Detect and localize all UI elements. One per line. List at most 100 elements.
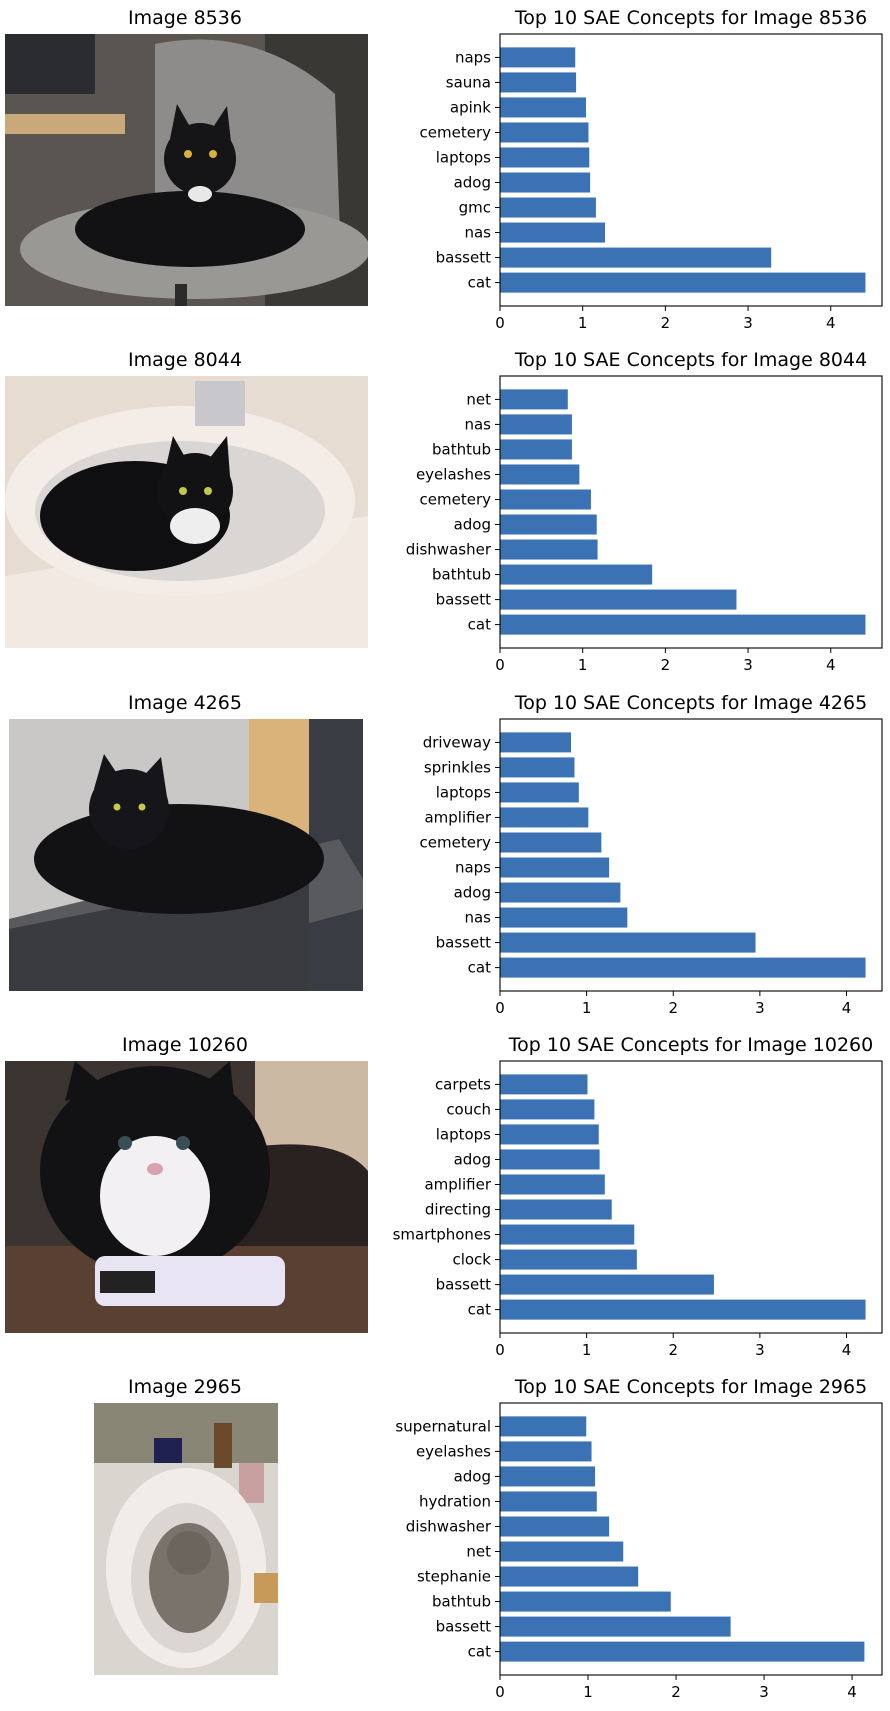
x-tick-label: 2 (668, 1341, 678, 1359)
axes-frame (499, 718, 883, 992)
bar (500, 589, 737, 610)
chart-title: Top 10 SAE Concepts for Image 4265 (514, 692, 868, 714)
x-tick-label: 0 (495, 314, 505, 332)
x-tick-label: 4 (842, 1341, 852, 1359)
x-tick-label: 3 (755, 999, 765, 1017)
y-tick-label: eyelashes (416, 465, 491, 483)
bar (500, 272, 866, 293)
bar (500, 72, 577, 93)
bar (500, 1274, 714, 1295)
panel-row: Image 10260 Top 10 SAE Concepts for Image… (0, 1027, 890, 1369)
y-tick-label: driveway (423, 733, 491, 751)
bar (500, 197, 596, 218)
x-tick-label: 1 (578, 656, 588, 674)
y-tick-label: amplifier (424, 808, 491, 826)
y-tick-label: bathtub (432, 440, 491, 458)
x-tick-label: 4 (842, 999, 852, 1017)
y-tick-label: adog (454, 174, 491, 192)
y-tick-label: cemetery (420, 123, 492, 141)
image-title: Image 8536 (128, 7, 242, 29)
x-tick-label: 2 (661, 314, 671, 332)
bar (500, 907, 628, 928)
x-tick-label: 0 (495, 1683, 505, 1701)
chart-title: Top 10 SAE Concepts for Image 2965 (514, 1376, 868, 1398)
y-tick-label: bathtub (432, 566, 491, 584)
panel-row: Image 8536 Top 10 SAE Concepts for Image … (0, 0, 890, 342)
y-tick-label: cat (468, 959, 491, 977)
bar-chart: cat bassett bathtub stephanie net dishwasher h… (395, 1402, 883, 1701)
y-tick-label: laptops (436, 783, 491, 801)
y-tick-label: apink (450, 98, 491, 116)
y-tick-label: bathtub (432, 1593, 491, 1611)
bar-chart: cat bassett clock smartphones directing ampli… (393, 1060, 883, 1359)
y-tick-label: nas (464, 224, 491, 242)
panel-row: Image 2965 Top 10 SAE Concepts for Image … (0, 1369, 890, 1711)
y-tick-label: bassett (436, 1618, 491, 1636)
x-tick-label: 1 (583, 1683, 593, 1701)
y-tick-label: amplifier (424, 1175, 491, 1193)
x-tick-label: 2 (668, 999, 678, 1017)
bar (500, 564, 653, 585)
bar (500, 1249, 637, 1270)
bar (500, 757, 575, 778)
bar (500, 439, 572, 460)
y-tick-label: adog (454, 884, 491, 902)
y-tick-label: net (466, 390, 491, 408)
x-tick-label: 0 (495, 1341, 505, 1359)
y-tick-label: carpets (435, 1075, 491, 1093)
bar (500, 1566, 639, 1587)
bar (500, 1541, 624, 1562)
bar (500, 1099, 595, 1120)
y-tick-label: sauna (446, 73, 491, 91)
y-tick-label: eyelashes (416, 1442, 491, 1460)
y-tick-label: gmc (459, 199, 491, 217)
x-tick-label: 4 (847, 1683, 857, 1701)
bar (500, 832, 602, 853)
bar (500, 1199, 612, 1220)
y-tick-label: cat (468, 616, 491, 634)
image-title: Image 8044 (128, 349, 242, 371)
bar (500, 122, 589, 143)
image-title: Image 4265 (128, 692, 242, 714)
image-title: Image 2965 (128, 1376, 242, 1398)
y-tick-label: cemetery (420, 833, 492, 851)
x-tick-label: 3 (743, 314, 753, 332)
y-tick-label: directing (425, 1201, 491, 1219)
bar (500, 489, 591, 510)
cat-photo (94, 1403, 278, 1675)
bar (500, 1074, 588, 1095)
bar (500, 882, 621, 903)
y-tick-label: stephanie (417, 1568, 491, 1586)
panel-row: Image 4265 Top 10 SAE Concepts for Image … (0, 685, 890, 1027)
x-tick-label: 1 (578, 314, 588, 332)
bar (500, 97, 586, 118)
y-tick-label: clock (452, 1251, 491, 1269)
axes-frame (499, 1060, 883, 1334)
bar (500, 1124, 599, 1145)
x-tick-label: 0 (495, 656, 505, 674)
x-tick-label: 2 (671, 1683, 681, 1701)
y-tick-label: naps (455, 859, 491, 877)
y-tick-label: cat (468, 1301, 491, 1319)
bar (500, 1491, 597, 1512)
y-tick-label: hydration (419, 1492, 491, 1510)
y-tick-label: adog (454, 1150, 491, 1168)
bar (500, 1149, 600, 1170)
y-tick-label: adog (454, 1467, 491, 1485)
bar (500, 414, 572, 435)
y-tick-label: bassett (436, 1276, 491, 1294)
y-tick-label: adog (454, 516, 491, 534)
x-tick-label: 1 (582, 1341, 592, 1359)
y-tick-label: smartphones (393, 1226, 492, 1244)
y-tick-label: nas (464, 415, 491, 433)
bar (500, 514, 597, 535)
x-tick-label: 3 (743, 656, 753, 674)
bar (500, 957, 866, 978)
x-tick-label: 3 (755, 1341, 765, 1359)
y-tick-label: supernatural (395, 1417, 491, 1435)
bar (500, 47, 576, 68)
chart-title: Top 10 SAE Concepts for Image 10260 (508, 1034, 874, 1056)
bar (500, 222, 606, 243)
x-tick-label: 2 (661, 656, 671, 674)
x-tick-label: 4 (826, 314, 836, 332)
